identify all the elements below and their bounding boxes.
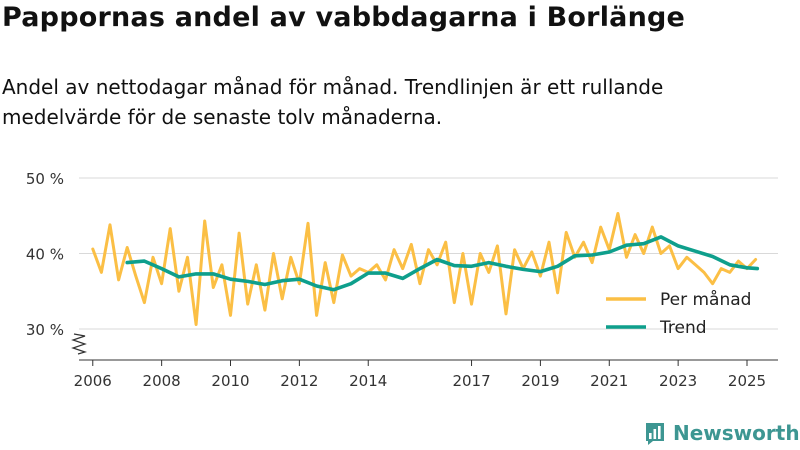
brand-name: Newsworthy — [673, 421, 800, 445]
legend: Per månad Trend — [606, 289, 751, 338]
x-tick-label: 2010 — [211, 372, 249, 390]
brand-logo: Newsworthy — [644, 418, 800, 448]
y-axis-tick-labels: 30 % 40 % 50 % — [26, 170, 64, 339]
x-tick-label: 2019 — [521, 372, 559, 390]
x-tick-label: 2021 — [590, 372, 628, 390]
y-tick-label: 30 % — [26, 321, 64, 339]
bar-chart-logo-icon — [646, 423, 664, 445]
x-tick-label: 2012 — [280, 372, 318, 390]
x-tick-label: 2014 — [349, 372, 387, 390]
series-line-trend — [125, 235, 760, 292]
y-axis-break — [71, 333, 88, 355]
x-axis-ticks: 2006 2008 2010 2012 2014 2017 2019 2021 2023 2025 — [74, 360, 766, 390]
legend-label: Trend — [659, 318, 707, 338]
y-tick-label: 50 % — [26, 170, 64, 188]
x-tick-label: 2023 — [659, 372, 697, 390]
x-tick-label: 2006 — [74, 372, 112, 390]
series-line-per-manad — [91, 212, 758, 326]
legend-label: Per månad — [660, 289, 751, 310]
y-tick-label: 40 % — [26, 246, 64, 264]
x-tick-label: 2017 — [452, 372, 490, 390]
data-series — [91, 212, 760, 326]
chart-subtitle: Andel av nettodagar månad för månad. Tre… — [2, 75, 664, 129]
x-tick-label: 2025 — [728, 372, 766, 390]
chart-title: Pappornas andel av vabbdagarna i Borläng… — [2, 2, 686, 33]
x-tick-label: 2008 — [143, 372, 181, 390]
